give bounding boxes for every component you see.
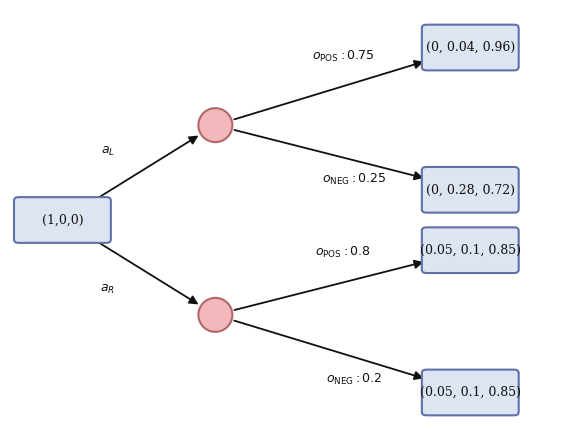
- Text: (1,0,0): (1,0,0): [42, 213, 83, 227]
- Text: $a_L$: $a_L$: [101, 144, 115, 158]
- FancyBboxPatch shape: [14, 197, 111, 243]
- Text: (0, 0.28, 0.72): (0, 0.28, 0.72): [426, 183, 515, 196]
- Text: $o_{\mathrm{POS}}:0.8$: $o_{\mathrm{POS}}:0.8$: [315, 245, 370, 260]
- Text: $a_R$: $a_R$: [101, 282, 115, 296]
- Text: $o_{\mathrm{NEG}}:0.2$: $o_{\mathrm{NEG}}:0.2$: [326, 372, 382, 387]
- Text: (0.05, 0.1, 0.85): (0.05, 0.1, 0.85): [420, 386, 521, 399]
- FancyBboxPatch shape: [422, 370, 518, 415]
- FancyBboxPatch shape: [422, 25, 518, 70]
- Text: $o_{\mathrm{POS}}:0.75$: $o_{\mathrm{POS}}:0.75$: [312, 48, 374, 64]
- Ellipse shape: [198, 298, 232, 332]
- Ellipse shape: [198, 108, 232, 142]
- FancyBboxPatch shape: [422, 167, 518, 213]
- FancyBboxPatch shape: [422, 227, 518, 273]
- Text: $o_{\mathrm{NEG}}:0.25$: $o_{\mathrm{NEG}}:0.25$: [322, 172, 386, 187]
- Text: (0.05, 0.1, 0.85): (0.05, 0.1, 0.85): [420, 244, 521, 257]
- Text: (0, 0.04, 0.96): (0, 0.04, 0.96): [425, 41, 515, 54]
